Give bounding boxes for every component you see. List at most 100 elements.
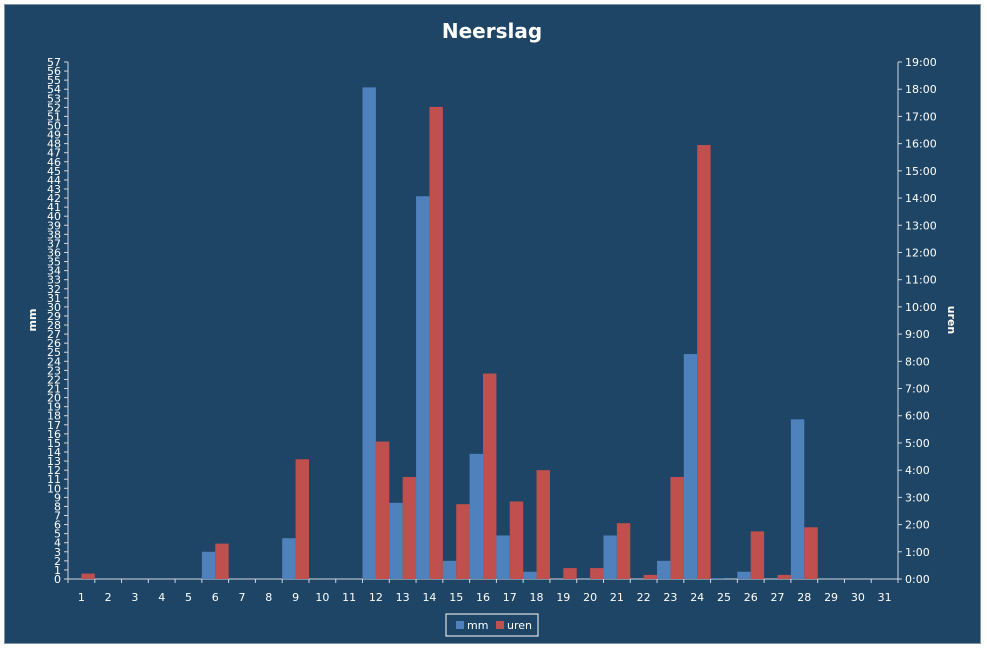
x-tick-label: 25 (717, 591, 731, 604)
bar-uren (402, 476, 417, 579)
x-tick-label: 14 (422, 591, 436, 604)
y-tick-label: 23 (47, 364, 61, 377)
bar-uren (536, 470, 550, 579)
y-tick-label: 12 (47, 464, 61, 477)
bar-mm (389, 502, 403, 579)
x-tick-label: 21 (610, 591, 624, 604)
y-tick-label: 10 (47, 482, 61, 495)
y-tick-label: 52 (47, 101, 61, 114)
y2-tick-label: 16:00 (905, 138, 937, 151)
x-tick-label: 16 (476, 591, 490, 604)
legend: mm uren (445, 613, 539, 637)
y-tick-label: 29 (47, 310, 61, 323)
y-tick-label: 15 (47, 437, 61, 450)
x-tick-label: 2 (105, 591, 112, 604)
x-tick-label: 31 (878, 591, 892, 604)
y-tick-label: 44 (47, 174, 61, 187)
x-tick-label: 29 (824, 591, 838, 604)
y-tick-label: 40 (47, 210, 61, 223)
x-tick-label: 11 (342, 591, 356, 604)
x-tick-label: 20 (583, 591, 597, 604)
plot-area: 0123456789101112131415161718192021222324… (47, 56, 937, 604)
x-tick-label: 19 (556, 591, 570, 604)
bar-uren (590, 568, 604, 579)
x-tick-label: 18 (530, 591, 544, 604)
y-tick-label: 19 (47, 401, 61, 414)
y-tick-label: 48 (47, 138, 61, 151)
y-tick-label: 6 (54, 519, 61, 532)
x-tick-label: 13 (396, 591, 410, 604)
y-tick-label: 28 (47, 319, 61, 332)
legend-label-mm: mm (467, 619, 488, 632)
y2-tick-label: 7:00 (905, 383, 930, 396)
legend-label-uren: uren (507, 619, 532, 632)
y-tick-label: 45 (47, 165, 61, 178)
bar-mm (496, 535, 510, 579)
x-tick-label: 1 (78, 591, 85, 604)
bar-mm (603, 535, 617, 579)
x-tick-label: 22 (637, 591, 651, 604)
y-tick-label: 24 (47, 355, 61, 368)
y-tick-label: 49 (47, 129, 61, 142)
y-tick-label: 47 (47, 147, 61, 160)
y-tick-label: 18 (47, 410, 61, 423)
y-tick-label: 5 (54, 528, 61, 541)
y-tick-label: 22 (47, 373, 61, 386)
y-tick-label: 25 (47, 346, 61, 359)
y-tick-label: 14 (47, 446, 61, 459)
y2-tick-label: 13:00 (905, 219, 937, 232)
y2-tick-label: 14:00 (905, 192, 937, 205)
y-tick-label: 43 (47, 183, 61, 196)
x-tick-label: 12 (369, 591, 383, 604)
y2-tick-label: 15:00 (905, 165, 937, 178)
x-tick-label: 23 (663, 591, 677, 604)
bar-uren (509, 501, 524, 579)
x-tick-label: 26 (744, 591, 758, 604)
x-tick-label: 6 (212, 591, 219, 604)
y-tick-label: 27 (47, 328, 61, 341)
bar-uren (750, 531, 765, 579)
y-tick-label: 36 (47, 246, 61, 259)
legend-swatch-uren (496, 621, 504, 629)
y2-tick-label: 9:00 (905, 328, 930, 341)
bar-uren (81, 573, 95, 579)
x-tick-label: 9 (292, 591, 299, 604)
y-tick-label: 31 (47, 292, 61, 305)
y-tick-label: 30 (47, 301, 61, 314)
y-tick-label: 8 (54, 500, 61, 513)
y2-tick-label: 6:00 (905, 410, 930, 423)
bar-mm (790, 419, 805, 579)
y-tick-label: 37 (47, 237, 61, 250)
bar-uren (697, 144, 711, 579)
y-tick-label: 3 (54, 546, 61, 559)
y-tick-label: 54 (47, 83, 61, 96)
bar-mm (362, 87, 376, 580)
bar-mm (416, 196, 430, 580)
y-axis-title: mm (26, 309, 39, 332)
y-tick-label: 39 (47, 219, 61, 232)
y-tick-label: 16 (47, 428, 61, 441)
y-tick-label: 7 (54, 510, 61, 523)
x-tick-label: 3 (131, 591, 138, 604)
y2-tick-label: 5:00 (905, 437, 930, 450)
bar-uren (616, 523, 631, 579)
y2-tick-label: 3:00 (905, 491, 930, 504)
y-tick-label: 13 (47, 455, 61, 468)
x-tick-label: 28 (797, 591, 811, 604)
y-tick-label: 55 (47, 74, 61, 87)
y-tick-label: 4 (54, 537, 61, 550)
bar-uren (295, 459, 309, 579)
y-tick-label: 56 (47, 65, 61, 78)
y-tick-label: 51 (47, 110, 61, 123)
x-tick-label: 30 (851, 591, 865, 604)
y-tick-label: 20 (47, 392, 61, 405)
y-tick-label: 57 (47, 56, 61, 69)
bar-mm (523, 571, 537, 579)
y-tick-label: 46 (47, 156, 61, 169)
bar-mm (282, 538, 296, 579)
y-tick-label: 26 (47, 337, 61, 350)
y2-tick-label: 10:00 (905, 301, 937, 314)
bar-mm (710, 578, 724, 579)
y2-tick-label: 11:00 (905, 274, 937, 287)
